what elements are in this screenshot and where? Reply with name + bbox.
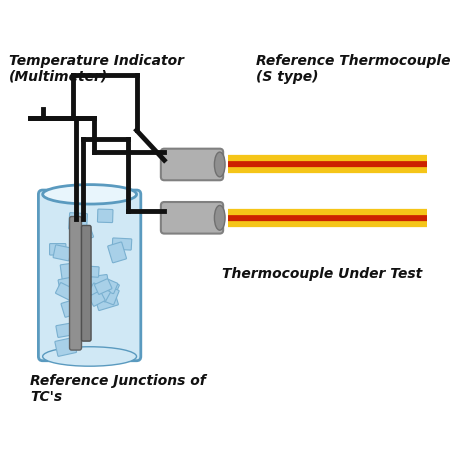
- FancyBboxPatch shape: [83, 266, 99, 277]
- FancyBboxPatch shape: [89, 291, 105, 306]
- FancyBboxPatch shape: [55, 283, 78, 301]
- FancyBboxPatch shape: [89, 283, 110, 302]
- Ellipse shape: [214, 152, 225, 177]
- FancyBboxPatch shape: [100, 285, 119, 305]
- Ellipse shape: [43, 347, 137, 366]
- FancyBboxPatch shape: [53, 245, 72, 261]
- FancyBboxPatch shape: [108, 242, 127, 263]
- FancyBboxPatch shape: [82, 226, 91, 341]
- FancyBboxPatch shape: [94, 279, 112, 294]
- FancyBboxPatch shape: [95, 277, 119, 299]
- FancyBboxPatch shape: [94, 289, 118, 310]
- FancyBboxPatch shape: [55, 337, 76, 356]
- FancyBboxPatch shape: [161, 202, 223, 234]
- Text: Reference Thermocouple
(S type): Reference Thermocouple (S type): [256, 54, 450, 84]
- FancyBboxPatch shape: [98, 209, 113, 223]
- Text: Temperature Indicator
(Multimeter): Temperature Indicator (Multimeter): [9, 54, 183, 84]
- FancyBboxPatch shape: [50, 244, 66, 255]
- FancyBboxPatch shape: [60, 263, 75, 281]
- FancyBboxPatch shape: [69, 213, 88, 230]
- FancyBboxPatch shape: [58, 277, 73, 291]
- FancyBboxPatch shape: [56, 323, 74, 337]
- Ellipse shape: [43, 184, 137, 204]
- FancyBboxPatch shape: [61, 299, 82, 317]
- Text: Thermocouple Under Test: Thermocouple Under Test: [222, 267, 422, 281]
- FancyBboxPatch shape: [38, 190, 141, 361]
- FancyBboxPatch shape: [112, 238, 132, 250]
- Text: Reference Junctions of
TC's: Reference Junctions of TC's: [30, 374, 206, 404]
- FancyBboxPatch shape: [70, 217, 82, 350]
- FancyBboxPatch shape: [73, 226, 93, 243]
- FancyBboxPatch shape: [90, 274, 109, 293]
- Ellipse shape: [214, 205, 225, 230]
- FancyBboxPatch shape: [98, 277, 118, 293]
- FancyBboxPatch shape: [161, 149, 223, 180]
